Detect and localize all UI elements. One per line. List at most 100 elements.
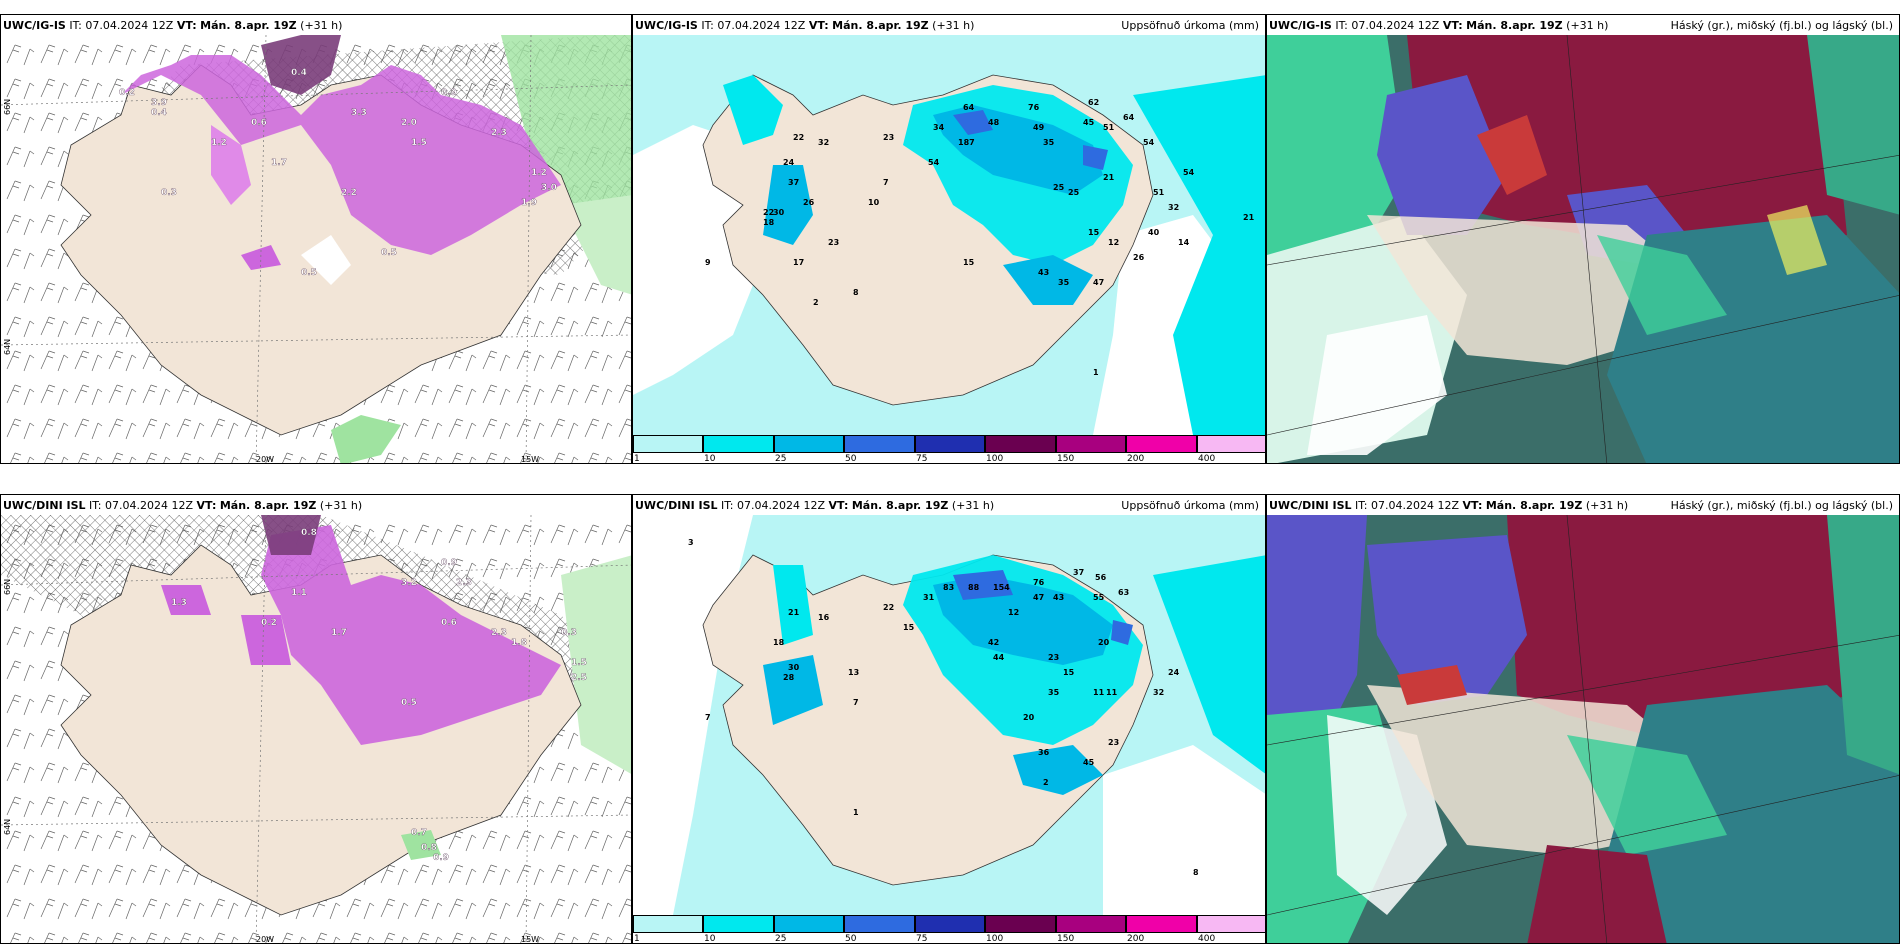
sleet-value: 1.8 — [511, 638, 527, 648]
vt-label: VT: — [1442, 19, 1463, 32]
sleet-value: 0.8 — [301, 528, 317, 538]
vt-value: Mán. 8.apr. 19Z — [832, 19, 929, 32]
lon-tick-15w: 15W — [521, 455, 540, 464]
precip-value: 12 — [1008, 608, 1019, 617]
precip-value: 3 — [688, 538, 694, 547]
sleet-value: 0.6 — [441, 618, 457, 628]
precip-value: 21 — [1103, 173, 1115, 182]
precip-value: 21 — [1243, 213, 1255, 222]
precip-value: 14 — [1178, 238, 1190, 247]
precip-value: 13 — [848, 668, 859, 677]
precip-value: 15 — [903, 623, 915, 632]
legend-swatch — [985, 435, 1056, 453]
precip-value: 22 — [763, 208, 774, 217]
sleet-value: 0.9 — [441, 88, 457, 98]
precip-value: 32 — [818, 138, 829, 147]
sleet-value: 0.8 — [421, 843, 437, 853]
vt-label: VT: — [808, 19, 829, 32]
precip-value: 7 — [883, 178, 889, 187]
legend-swatch — [703, 915, 774, 933]
panel-title: UWC/DINI ISL IT: 07.04.2024 12Z VT: Mán.… — [1269, 499, 1628, 512]
sleet-value: 3.2 — [401, 578, 417, 588]
precip-map: 83 88 154 76 37 56 55 63 47 43 31 22 15 … — [633, 515, 1265, 915]
it-label: IT: — [701, 19, 714, 32]
precip-value: 24 — [1168, 668, 1180, 677]
sleet-value: 0.3 — [161, 188, 177, 198]
precip-legend: 1 10 25 50 75 100 150 200 400 — [633, 435, 1265, 463]
precip-value: 2 — [1043, 778, 1049, 787]
legend-swatch — [1197, 915, 1265, 933]
sleet-value: 0.9 — [433, 853, 449, 863]
sleet-value: 2.2 — [341, 188, 357, 198]
sleet-value: 1.7 — [271, 158, 287, 168]
it-value: 07.04.2024 12Z — [1351, 19, 1440, 32]
sleet-value: 0.4 — [151, 108, 167, 118]
precip-value: 24 — [783, 158, 795, 167]
precip-value: 28 — [783, 673, 795, 682]
panel-right-title: Uppsöfnuð úrkoma (mm) — [1121, 19, 1259, 32]
precip-value: 44 — [993, 653, 1005, 662]
lead-time: (+31 h) — [1585, 499, 1629, 512]
panel-title: UWC/IG-IS IT: 07.04.2024 12Z VT: Mán. 8.… — [635, 19, 974, 32]
sleet-value: 1.5 — [571, 658, 587, 668]
it-value: 07.04.2024 12Z — [737, 499, 826, 512]
precip-map: 64 48 49 76 62 45 51 64 54 54 35 34 187 … — [633, 35, 1265, 435]
precip-value: 11 — [1106, 688, 1118, 697]
precip-value: 51 — [1153, 188, 1165, 197]
legend-label: 100 — [986, 934, 1004, 944]
vt-value: Mán. 8.apr. 19Z — [1485, 499, 1583, 512]
legend-label: 75 — [916, 454, 928, 464]
precip-value: 187 — [958, 138, 975, 147]
sleet-value: 3.3 — [351, 108, 367, 118]
precip-value: 37 — [788, 178, 799, 187]
legend-swatch — [1126, 435, 1197, 453]
legend-label: 25 — [775, 934, 787, 944]
sleet-value: 2.3 — [456, 578, 472, 588]
precip-value: 47 — [1033, 593, 1044, 602]
precip-value: 43 — [1038, 268, 1049, 277]
legend-swatch — [1126, 915, 1197, 933]
legend-swatch — [633, 915, 703, 933]
legend-swatch — [1056, 915, 1126, 933]
legend-swatch — [985, 915, 1056, 933]
sleet-value: 0.5 — [401, 698, 417, 708]
sleet-value: 0.7 — [411, 828, 427, 838]
precip-value: 55 — [1093, 593, 1105, 602]
precip-value: 8 — [853, 288, 859, 297]
lead-time: (+31 h) — [932, 19, 975, 32]
sleet-value: 0.3 — [561, 628, 577, 638]
it-value: 07.04.2024 12Z — [1371, 499, 1460, 512]
precip-legend: 1 10 25 50 75 100 150 200 400 — [633, 915, 1265, 943]
precip-value: 30 — [788, 663, 800, 672]
precip-value: 83 — [943, 583, 954, 592]
lead-time: (+31 h) — [319, 499, 363, 512]
precip-value: 54 — [928, 158, 940, 167]
precip-value: 16 — [818, 613, 830, 622]
precip-value: 25 — [1053, 183, 1065, 192]
legend-swatch — [774, 915, 844, 933]
precip-value: 26 — [803, 198, 815, 207]
precip-value: 11 — [1093, 688, 1105, 697]
legend-swatch — [703, 435, 774, 453]
lead-time: (+31 h) — [300, 19, 343, 32]
sleet-value: 1.5 — [411, 138, 427, 148]
precip-value: 21 — [788, 608, 800, 617]
cloud-map — [1267, 35, 1899, 463]
precip-value: 30 — [773, 208, 785, 217]
precip-value: 7 — [853, 698, 859, 707]
model-name: UWC/IG-IS — [3, 19, 66, 32]
precip-value: 18 — [763, 218, 775, 227]
lat-tick-66n: 66N — [3, 578, 12, 595]
precip-value: 48 — [988, 118, 1000, 127]
legend-label: 200 — [1127, 934, 1145, 944]
panel-title: UWC/IG-IS IT: 07.04.2024 12Z VT: Mán. 8.… — [1269, 19, 1608, 32]
precip-value: 23 — [883, 133, 894, 142]
vt-label: VT: — [176, 19, 197, 32]
precip-value: 43 — [1053, 593, 1064, 602]
legend-swatch — [1056, 435, 1126, 453]
lead-time: (+31 h) — [1566, 19, 1609, 32]
precip-value: 42 — [988, 638, 999, 647]
precip-value: 15 — [1088, 228, 1100, 237]
sleet-value: 0.9 — [441, 558, 457, 568]
legend-label: 100 — [986, 454, 1004, 464]
